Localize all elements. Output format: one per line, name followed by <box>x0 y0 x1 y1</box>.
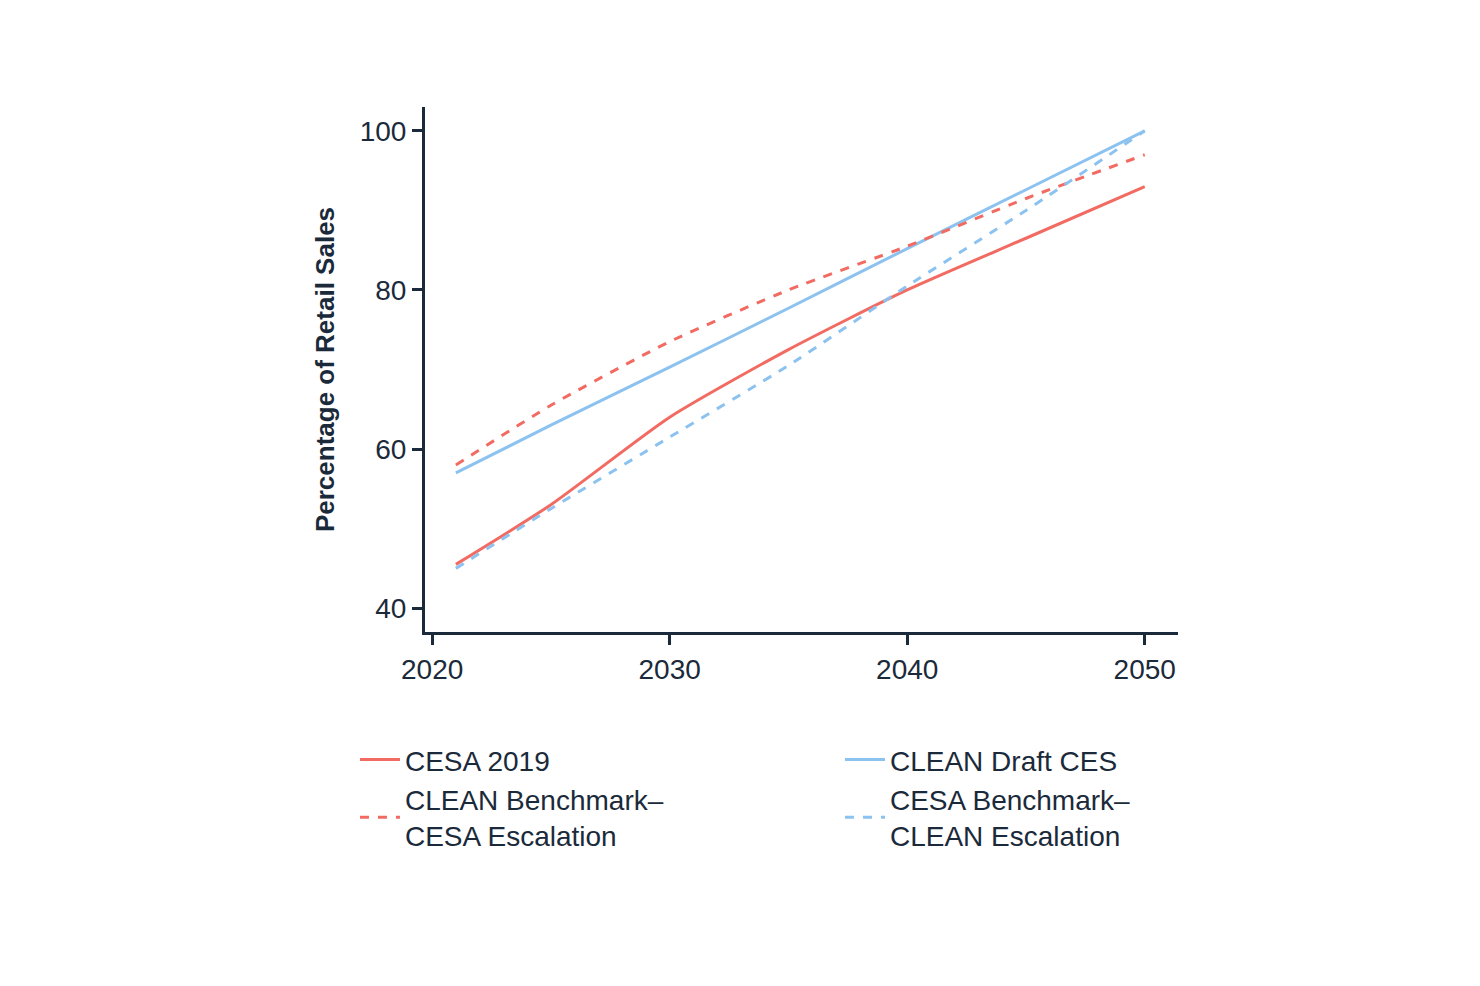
svg-text:CLEAN Draft CES: CLEAN Draft CES <box>890 746 1117 777</box>
svg-text:CESA Benchmark–CLEAN Escalatio: CESA Benchmark–CLEAN Escalation <box>890 785 1130 852</box>
svg-text:40: 40 <box>375 593 406 624</box>
svg-text:Percentage of Retail Sales: Percentage of Retail Sales <box>310 207 340 532</box>
svg-text:CLEAN Benchmark–CESA Escalatio: CLEAN Benchmark–CESA Escalation <box>405 785 664 852</box>
svg-text:2020: 2020 <box>401 654 463 685</box>
svg-text:80: 80 <box>375 275 406 306</box>
svg-text:CESA 2019: CESA 2019 <box>405 746 550 777</box>
svg-text:60: 60 <box>375 434 406 465</box>
svg-text:100: 100 <box>360 116 407 147</box>
svg-text:2030: 2030 <box>639 654 701 685</box>
svg-text:2040: 2040 <box>876 654 938 685</box>
svg-text:2050: 2050 <box>1114 654 1176 685</box>
